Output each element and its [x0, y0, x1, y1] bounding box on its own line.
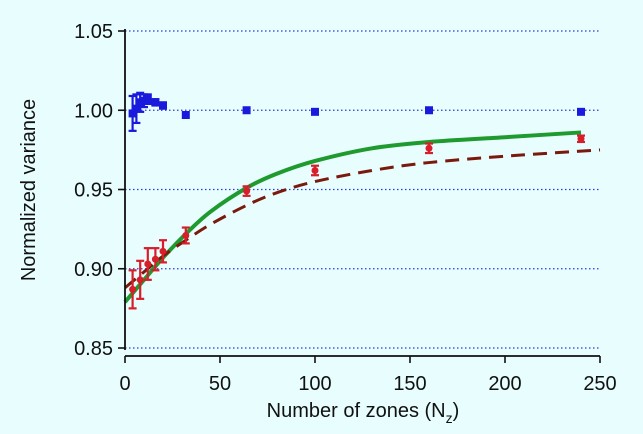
data-point-square — [143, 95, 152, 104]
data-point-circle — [129, 285, 137, 293]
data-point-circle — [425, 144, 433, 152]
x-tick-label: 250 — [583, 373, 616, 395]
x-tick-label: 100 — [298, 373, 331, 395]
data-point-circle — [243, 187, 251, 195]
data-point-circle — [151, 255, 159, 263]
data-point-square — [159, 101, 167, 110]
axes — [118, 29, 601, 363]
data-point-square — [132, 104, 141, 113]
y-tick-label: 1.05 — [74, 21, 113, 43]
gridlines — [125, 30, 600, 349]
data-point-circle — [311, 166, 319, 174]
x-axis-title-subscript: z — [446, 410, 453, 426]
data-point-square — [425, 106, 433, 115]
y-tick-label: 0.85 — [74, 338, 113, 360]
data-point-circle — [159, 247, 167, 255]
data-point-square — [577, 107, 585, 116]
x-axis-title-close: ) — [453, 400, 460, 422]
y-tick-label: 1.00 — [74, 100, 113, 122]
x-tick-label: 200 — [488, 373, 521, 395]
data-point-square — [311, 107, 319, 116]
y-tick-label: 0.90 — [74, 259, 113, 281]
x-tick-label: 50 — [209, 373, 231, 395]
data-point-circle — [577, 135, 585, 143]
data-point-circle — [136, 276, 144, 284]
y-tick-label: 0.95 — [74, 180, 113, 202]
x-axis-title: Number of zones (Nz) — [267, 400, 460, 426]
tick-labels: 0.85 0.90 0.95 1.00 1.05 0 50 100 150 200 250 — [74, 21, 617, 395]
data-point-square — [242, 106, 251, 115]
data-point-circle — [144, 260, 152, 268]
data-point-square — [128, 109, 137, 118]
x-axis-title-main: Number of zones (N — [267, 400, 446, 422]
y-axis-title: Normalized variance — [18, 99, 40, 281]
data-markers — [128, 91, 585, 310]
x-tick-label: 0 — [119, 373, 130, 395]
data-point-square — [181, 111, 190, 120]
x-tick-label: 150 — [393, 373, 426, 395]
data-point-circle — [182, 231, 190, 239]
data-point-square — [151, 98, 160, 107]
